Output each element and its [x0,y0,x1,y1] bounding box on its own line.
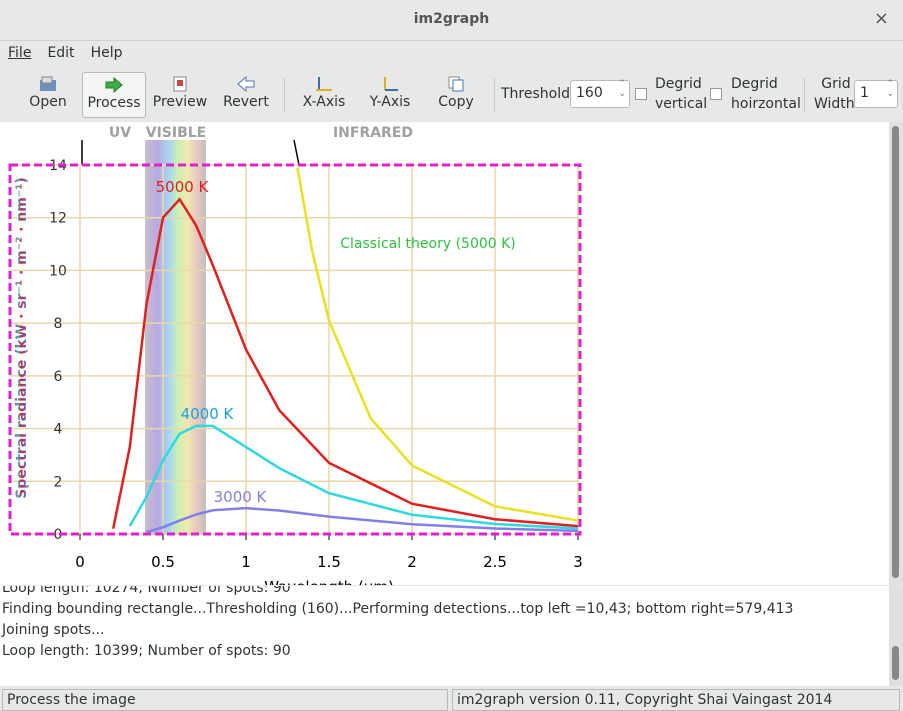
status-message: Process the image [2,689,448,711]
button-label: Preview [152,94,208,110]
toolbar: Open Process Preview Revert X-Axis Y-Axi… [0,68,903,122]
x-tick-label: 0.5 [151,553,175,571]
log-line: Joining spots... [2,622,105,638]
threshold-input[interactable]: 160 ⌃ ⌄ [570,79,630,108]
x-axis-button[interactable]: X-Axis [298,72,350,116]
y-axis-button[interactable]: Y-Axis [364,72,416,116]
log-line: Loop length: 10399; Number of spots: 90 [2,643,291,659]
series-annotation: 5000 K [156,178,210,196]
open-button[interactable]: Open [26,72,70,116]
button-label: Open [29,94,67,110]
y-tick-label: 12 [49,211,67,227]
close-button[interactable]: × [873,8,889,29]
x-axis-label: Wavelength (μm) [264,578,394,585]
y-tick-label: 2 [54,474,63,490]
degrid-vertical-label: Degrid vertical [655,76,708,112]
degrid-vertical-checkbox[interactable] [635,88,647,100]
grid-width-input[interactable]: 1 ⌃ ⌄ [854,79,898,108]
menu-bar: File Edit Help [0,41,903,67]
menu-help[interactable]: Help [90,45,123,61]
status-bar: Process the image im2graph version 0.11,… [0,687,903,711]
button-label: Y-Axis [369,94,411,110]
revert-button[interactable]: Revert [220,72,272,116]
x-tick-label: 1.5 [317,553,341,571]
visible-band [145,140,206,535]
grid-width-label: Grid Width: [814,76,860,112]
series-line [128,424,579,530]
y-tick-label: 6 [54,369,63,385]
y-tick-label: 10 [49,263,67,279]
menu-edit[interactable]: Edit [47,45,75,61]
series-annotation: 3000 K [214,488,268,506]
log-line: Finding bounding rectangle...Thresholdin… [2,601,794,617]
degrid-horizontal-label: Degrid hoirzontal [731,76,801,112]
log-panel: Loop length: 10274; Number of spots: 90 F… [0,586,889,686]
log-scrollbar[interactable] [889,586,903,686]
separator [494,78,495,112]
x-tick-label: 2.5 [483,553,507,571]
degrid-horizontal-checkbox[interactable] [710,88,722,100]
preview-button[interactable]: Preview [150,72,210,116]
series-line [146,506,579,534]
x-tick-label: 3 [573,553,583,571]
copy-button[interactable]: Copy [432,72,480,116]
menu-file[interactable]: File [8,45,32,61]
series-annotation: 4000 K [181,405,235,423]
y-tick-label: 0 [54,527,63,543]
region-label: VISIBLE [146,125,207,141]
separator [284,78,285,112]
button-label: Revert [223,94,269,110]
region-label: INFRARED [333,125,413,141]
image-scrollbar[interactable] [889,122,903,585]
series-line [296,167,579,522]
grid-width-value: 1 [860,85,869,101]
button-label: Process [87,95,141,111]
y-tick-label: 8 [54,316,63,332]
button-label: Copy [438,94,474,110]
title-bar: im2graph × [0,0,903,41]
plot-frame [8,163,582,536]
x-tick-label: 0 [75,553,85,571]
x-tick-label: 2 [407,553,417,571]
status-version: im2graph version 0.11, Copyright Shai Va… [452,689,900,711]
y-tick-label: 4 [54,422,63,438]
image-view: 0 2 4 6 8 10 12 14 0 0.5 1 1.5 2 2.5 3 5000 K 4000 K 3000… [0,122,889,585]
series-annotation: Classical theory (5000 K) [340,236,516,252]
threshold-value: 160 [576,85,603,101]
region-label: UV [109,125,131,141]
series-line [111,197,579,529]
window-title: im2graph [413,11,490,27]
curve-overflow [293,139,300,166]
y-axis-label: Spectral radiance (kW · sr⁻¹ · m⁻² · nm⁻… [14,177,30,499]
button-label: X-Axis [302,94,346,110]
log-line: Loop length: 10274; Number of spots: 90 [2,586,291,596]
process-button[interactable]: Process [82,72,146,118]
threshold-label: Threshold: [501,86,575,102]
x-tick-label: 1 [241,553,251,571]
separator [804,78,805,112]
